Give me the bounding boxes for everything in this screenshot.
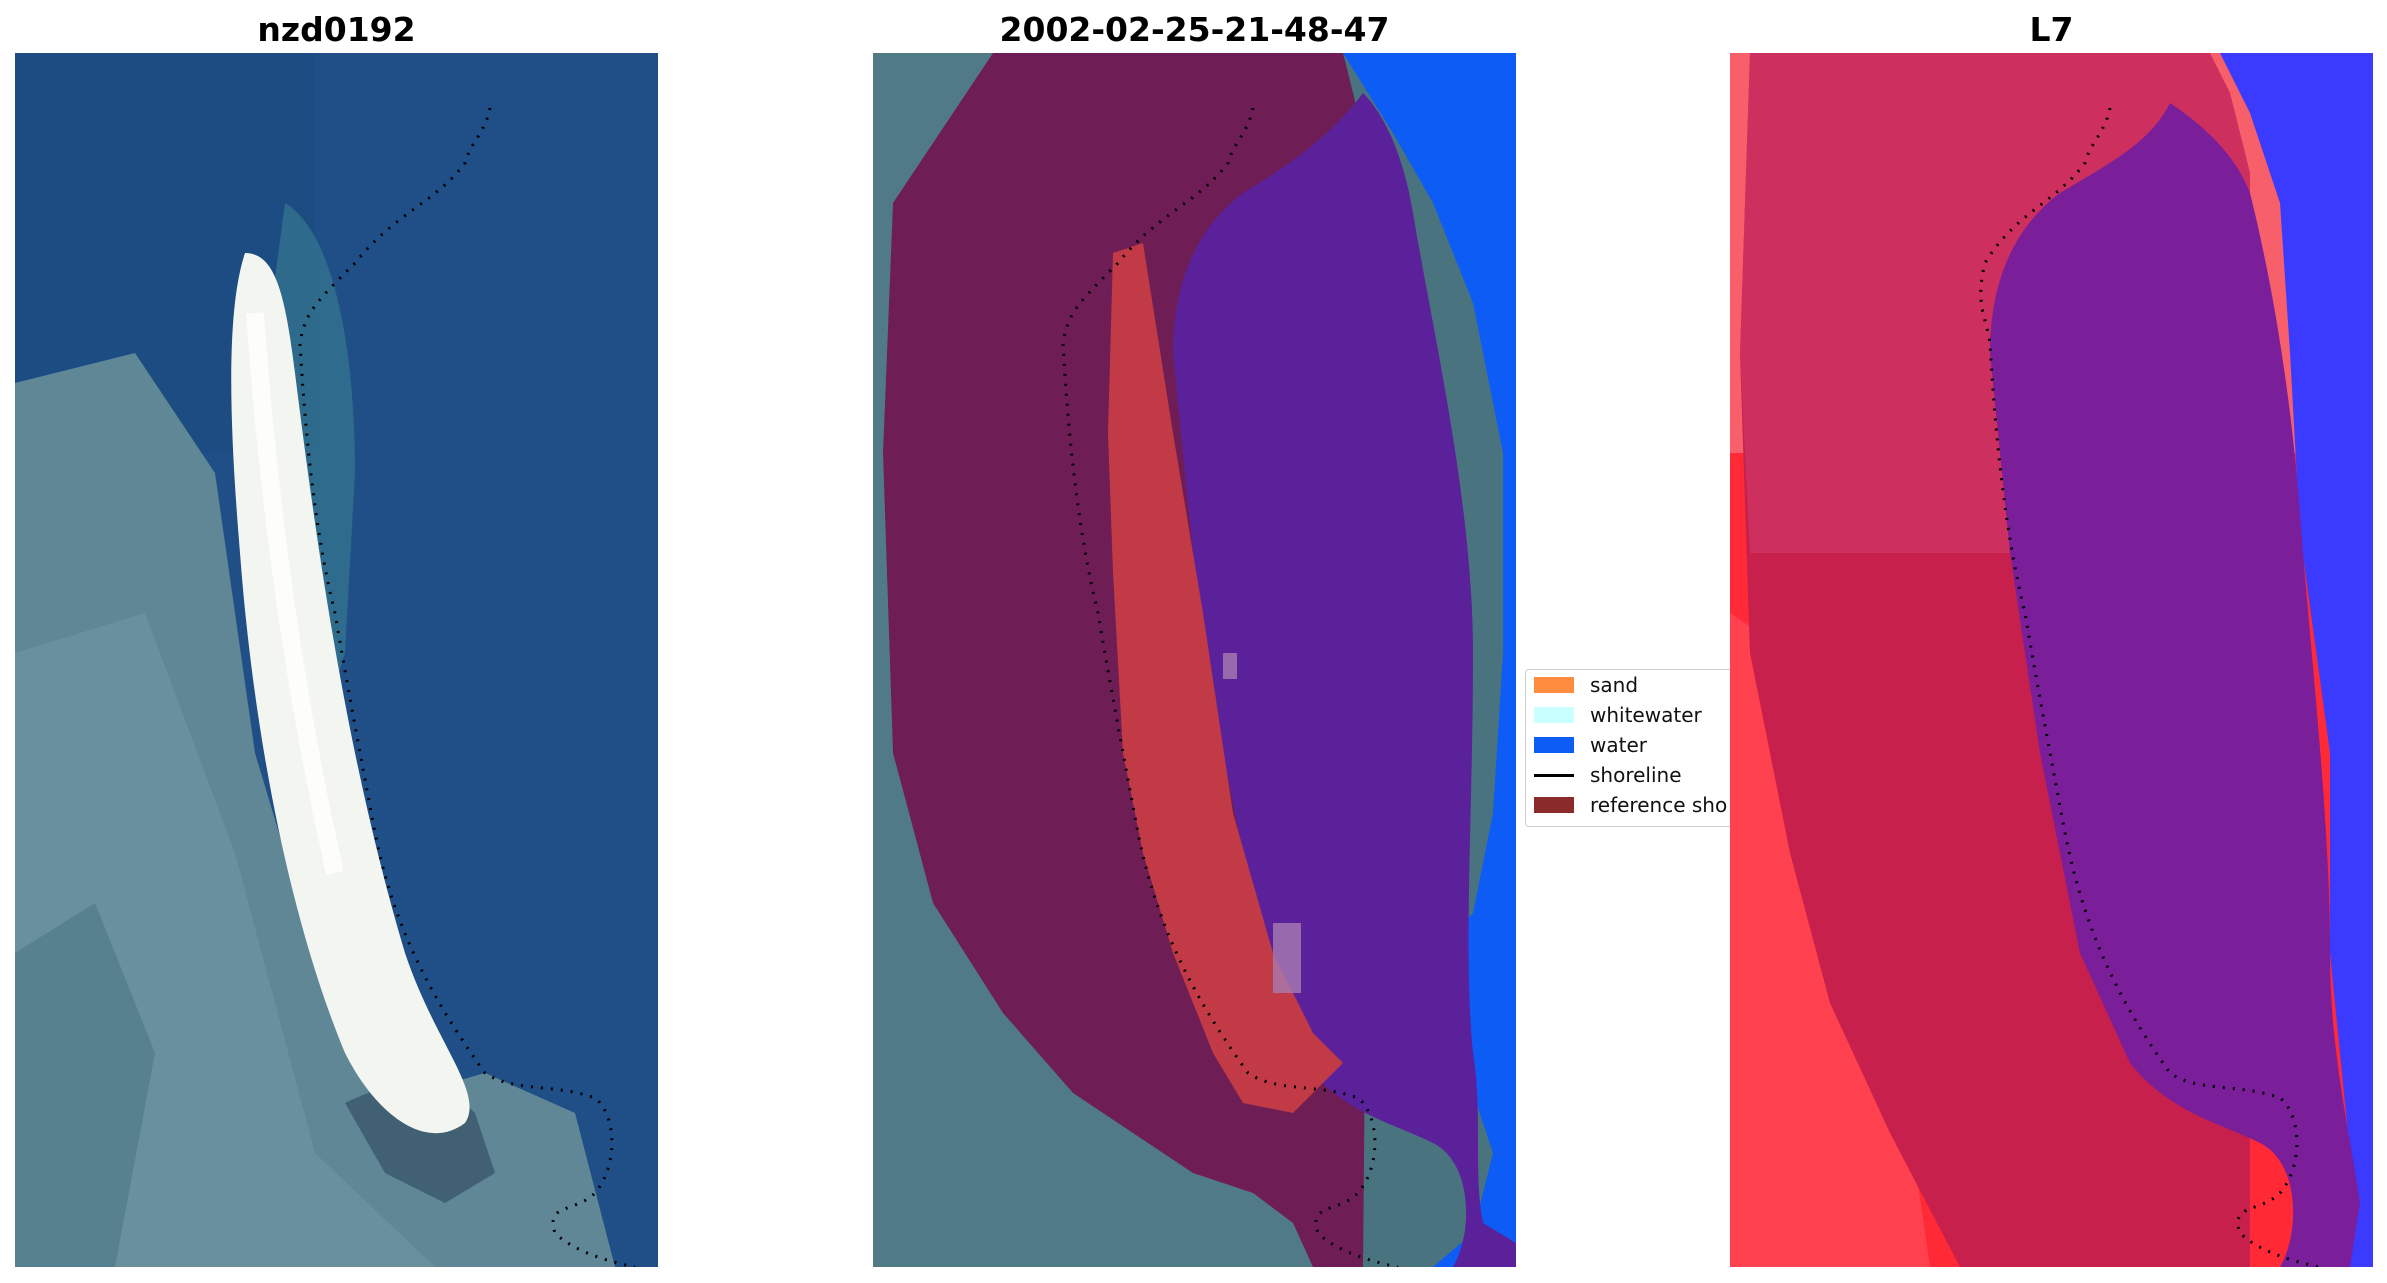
reference-shoreline-swatch [1534, 797, 1574, 813]
whitewater-swatch [1534, 707, 1574, 723]
legend-item-shoreline: shoreline [1534, 762, 1682, 788]
l7-index-panel [1730, 53, 2373, 1267]
rgb-image-panel [15, 53, 658, 1267]
legend-label-reference-shoreline: reference sho [1590, 793, 1728, 817]
legend-label-shoreline: shoreline [1590, 763, 1682, 787]
title-middle: 2002-02-25-21-48-47 [999, 10, 1390, 49]
legend-label-water: water [1590, 733, 1647, 757]
water-swatch [1534, 737, 1574, 753]
l7-index-image [1730, 53, 2373, 1267]
title-left: nzd0192 [257, 10, 416, 49]
legend-item-reference-shoreline: reference sho [1534, 792, 1727, 818]
legend-label-whitewater: whitewater [1590, 703, 1702, 727]
classification-image [873, 53, 1516, 1267]
classification-panel [873, 53, 1516, 1267]
legend-label-sand: sand [1590, 673, 1639, 697]
legend-item-water: water [1534, 732, 1647, 758]
title-right: L7 [2029, 10, 2074, 49]
legend-item-whitewater: whitewater [1534, 702, 1702, 728]
shoreline-line-swatch [1534, 773, 1574, 777]
legend-item-sand: sand [1534, 672, 1638, 698]
sand-swatch [1534, 677, 1574, 693]
legend: sand whitewater water shoreline referenc… [1525, 669, 1735, 827]
rgb-image [15, 53, 658, 1267]
